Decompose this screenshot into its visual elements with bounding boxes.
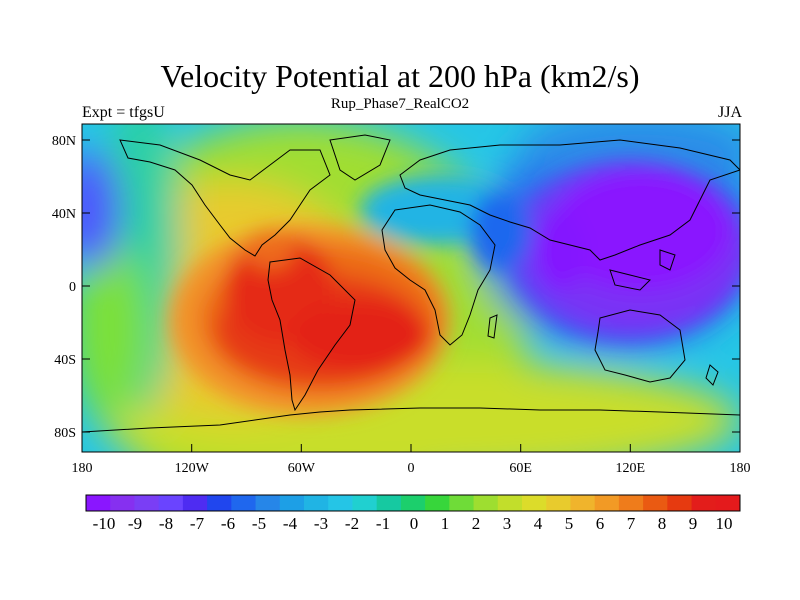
colorbar-label: 1 bbox=[441, 514, 450, 533]
lon-label: 120E bbox=[616, 461, 646, 476]
colorbar-swatch bbox=[667, 495, 693, 511]
lon-label: 180 bbox=[72, 461, 93, 476]
coastlines bbox=[82, 134, 740, 433]
colorbar-frame bbox=[85, 494, 741, 512]
lat-label: 40S bbox=[54, 353, 76, 368]
colorbar-label: -3 bbox=[314, 514, 328, 533]
colorbar-swatch bbox=[328, 495, 353, 511]
lon-label: 120W bbox=[175, 461, 210, 476]
colorbar-swatch bbox=[304, 495, 329, 511]
colorbar-label: -2 bbox=[345, 514, 359, 533]
colorbar-swatch bbox=[400, 495, 426, 511]
colorbar-swatch bbox=[473, 495, 499, 511]
lat-label: 80N bbox=[52, 134, 76, 149]
colorbar-label: -7 bbox=[190, 514, 205, 533]
lat-labels: 80N 40N 0 40S 80S bbox=[52, 134, 76, 441]
lon-ticks bbox=[81, 444, 741, 452]
lon-label: 60E bbox=[509, 461, 532, 476]
colorbar-label: 3 bbox=[503, 514, 512, 533]
colorbar-swatch bbox=[182, 495, 208, 511]
colorbar-swatch bbox=[134, 495, 160, 511]
colorbar-label: 8 bbox=[658, 514, 667, 533]
lon-labels: 180 120W 60W 0 60E 120E 180 bbox=[72, 461, 751, 476]
colorbar-swatch bbox=[158, 495, 184, 511]
colorbar-label: 5 bbox=[565, 514, 574, 533]
colorbar-swatch bbox=[110, 495, 135, 511]
colorbar-swatch bbox=[594, 495, 620, 511]
colorbar-swatch bbox=[522, 495, 547, 511]
colorbar-label: 10 bbox=[716, 514, 733, 533]
colorbar-label: -5 bbox=[252, 514, 266, 533]
colorbar-label: -8 bbox=[159, 514, 173, 533]
colorbar-labels: -10 -9 -8 -7 -6 -5 -4 -3 -2 -1 0 1 2 3 4 5 6 7 8 9 10 bbox=[93, 514, 733, 533]
colorbar-swatch bbox=[255, 495, 281, 511]
colorbar-label: 9 bbox=[689, 514, 698, 533]
colorbar-swatch bbox=[570, 495, 596, 511]
colorbar-swatch bbox=[546, 495, 571, 511]
colorbar-swatch bbox=[376, 495, 402, 511]
lat-label: 40N bbox=[52, 207, 76, 222]
colorbar-swatch bbox=[497, 495, 523, 511]
lon-label: 180 bbox=[730, 461, 751, 476]
lat-ticks bbox=[82, 139, 740, 433]
experiment-label: Expt = tfgsU bbox=[82, 104, 165, 121]
season-label: JJA bbox=[717, 104, 742, 121]
colorbar-swatch bbox=[691, 495, 717, 511]
colorbar-swatch bbox=[449, 495, 475, 511]
colorbar-swatch bbox=[425, 495, 450, 511]
colorbar-swatch bbox=[618, 495, 644, 511]
colorbar-swatch bbox=[352, 495, 378, 511]
colorbar bbox=[85, 494, 741, 512]
lon-label: 0 bbox=[408, 461, 415, 476]
colorbar-label: -1 bbox=[376, 514, 390, 533]
colorbar-label: 0 bbox=[410, 514, 419, 533]
velocity-potential-field bbox=[82, 124, 740, 452]
colorbar-label: -4 bbox=[283, 514, 298, 533]
colorbar-label: 2 bbox=[472, 514, 481, 533]
colorbar-label: 6 bbox=[596, 514, 605, 533]
colorbar-label: -9 bbox=[128, 514, 142, 533]
lat-label: 80S bbox=[54, 426, 76, 441]
colorbar-swatch bbox=[715, 495, 741, 511]
colorbar-swatch bbox=[207, 495, 232, 511]
colorbar-label: 4 bbox=[534, 514, 543, 533]
colorbar-swatch bbox=[86, 495, 111, 511]
colorbar-swatch bbox=[231, 495, 257, 511]
map-subtitle: Rup_Phase7_RealCO2 bbox=[330, 96, 470, 112]
colorbar-label: -6 bbox=[221, 514, 235, 533]
colorbar-label: 7 bbox=[627, 514, 636, 533]
lon-label: 60W bbox=[288, 461, 316, 476]
colorbar-swatch bbox=[279, 495, 305, 511]
colorbar-label: -10 bbox=[93, 514, 116, 533]
map-title: Velocity Potential at 200 hPa (km2/s) bbox=[160, 58, 640, 94]
colorbar-swatch bbox=[643, 495, 668, 511]
lat-label: 0 bbox=[69, 280, 76, 295]
